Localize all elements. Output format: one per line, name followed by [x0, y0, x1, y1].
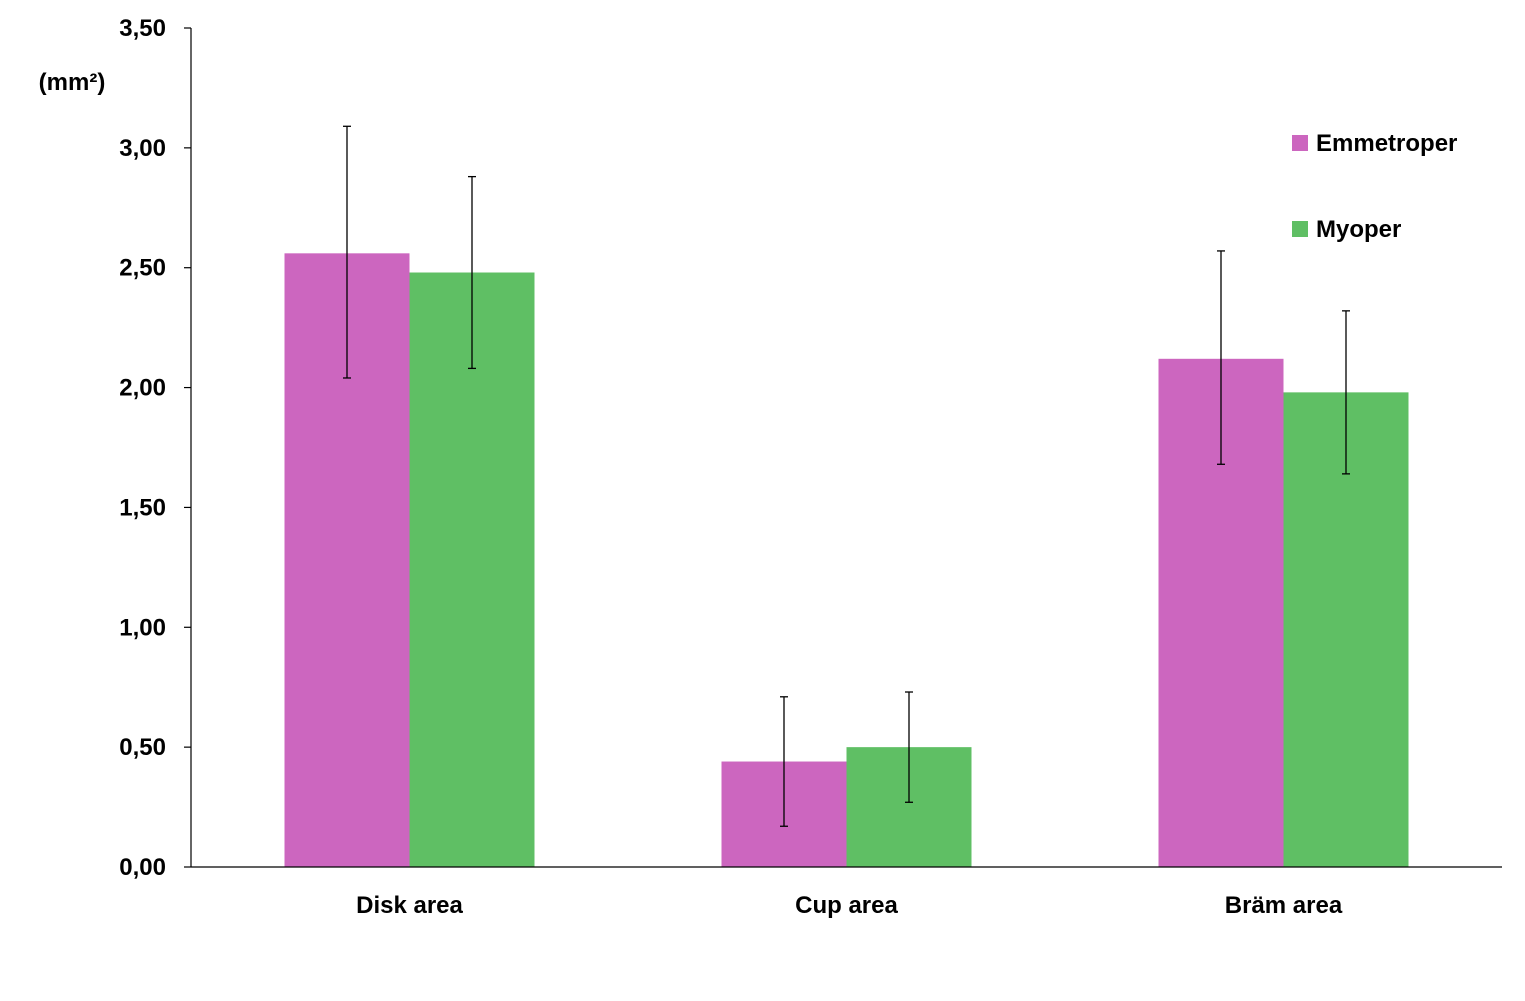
y-tick-label: 0,50	[119, 734, 166, 761]
error-bar-emmetroper-bräm-area	[1217, 250, 1225, 465]
y-axis-label: (mm²)	[39, 69, 106, 96]
y-tick-label: 0,00	[119, 854, 166, 881]
error-bars-layer	[343, 125, 1350, 827]
x-tick-label: Disk area	[356, 892, 463, 919]
error-bar-myoper-bräm-area	[1342, 310, 1350, 475]
y-tick-label: 3,00	[119, 135, 166, 162]
legend: Emmetroper Myoper	[1292, 130, 1457, 243]
error-bar-emmetroper-cup-area	[780, 696, 788, 827]
axes-layer	[184, 27, 1502, 868]
error-bar-emmetroper-disk-area	[343, 125, 351, 379]
y-tick-label: 2,50	[119, 255, 166, 282]
error-bar-myoper-cup-area	[905, 691, 913, 803]
x-tick-label: Bräm area	[1225, 892, 1343, 919]
y-tick-label: 3,50	[119, 15, 166, 42]
labels-layer: Disk area Cup area Bräm area 0,00 0,50 1,00 1,…	[39, 15, 1343, 919]
legend-label-myoper: Myoper	[1316, 216, 1401, 243]
y-tick-label: 2,00	[119, 375, 166, 402]
bars-layer	[284, 253, 1409, 868]
y-tick-label: 1,00	[119, 614, 166, 641]
y-tick-label: 1,50	[119, 494, 166, 521]
legend-swatch-emmetroper	[1292, 135, 1308, 151]
error-bar-myoper-disk-area	[468, 175, 476, 370]
legend-swatch-myoper	[1292, 221, 1308, 237]
bar-myoper-disk-area	[409, 272, 535, 868]
x-tick-label: Cup area	[795, 892, 898, 919]
legend-label-emmetroper: Emmetroper	[1316, 130, 1457, 157]
